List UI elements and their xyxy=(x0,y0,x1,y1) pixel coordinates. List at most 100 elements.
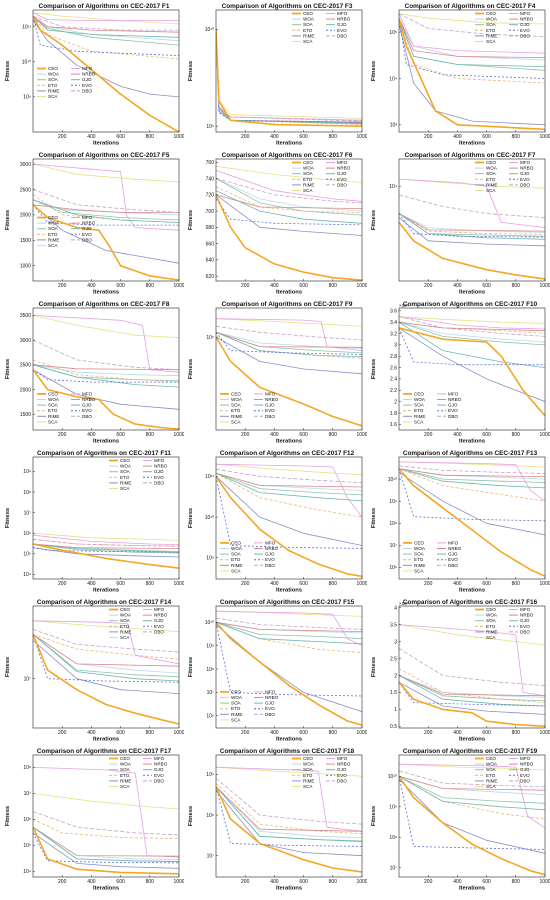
x-tick-label: 600 xyxy=(482,283,491,289)
series-line-ceo xyxy=(33,369,179,430)
legend-label-mfo: MFO xyxy=(448,391,459,396)
series-line-gjo xyxy=(399,213,545,240)
y-tick-label: 2000 xyxy=(20,213,31,219)
y-tick-label: 620 xyxy=(206,274,215,280)
legend-label-gjo: GJO xyxy=(265,552,275,557)
x-tick-label: 600 xyxy=(299,879,308,885)
y-tick-label: 2500 xyxy=(20,363,31,369)
legend-label-woa: WOA xyxy=(486,166,498,171)
x-tick-label: 800 xyxy=(329,581,338,587)
legend-label-soa: SOA xyxy=(231,701,242,706)
series-line-mfo xyxy=(399,624,545,697)
y-tick-label: 10¹⁰ xyxy=(205,515,214,521)
legend-label-sca: SCA xyxy=(48,243,58,248)
y-tick-label: 10⁷ xyxy=(390,866,398,872)
legend-label-ceo: CEO xyxy=(414,391,424,396)
series-line-woa xyxy=(33,364,179,377)
legend-label-gjo: GJO xyxy=(520,767,530,772)
x-axis-label: Iterations xyxy=(93,886,119,892)
series-group xyxy=(33,315,179,430)
legend-label-ceo: CEO xyxy=(231,540,241,545)
legend-label-sca: SCA xyxy=(48,419,58,424)
legend-label-gjo: GJO xyxy=(520,22,530,27)
x-tick-label: 200 xyxy=(424,879,433,885)
x-tick-label: 1000 xyxy=(539,432,550,438)
y-axis-label: Fitness xyxy=(188,806,194,826)
chart-panel: Comparison of Algorithms on CEC-2017 F15… xyxy=(184,597,368,746)
legend-label-woa: WOA xyxy=(231,397,243,402)
x-tick-label: 600 xyxy=(482,134,491,140)
x-tick-label: 800 xyxy=(512,581,521,587)
x-tick-label: 800 xyxy=(146,134,155,140)
legend-label-gjo: GJO xyxy=(520,171,530,176)
x-tick-label: 800 xyxy=(329,134,338,140)
convergence-chart: Comparison of Algorithms on CEC-2017 F9 2… xyxy=(188,301,368,445)
series-line-evo xyxy=(33,16,179,56)
series-line-gjo xyxy=(33,543,179,553)
legend-label-sca: SCA xyxy=(120,635,130,640)
x-tick-label: 400 xyxy=(270,581,279,587)
chart-title: Comparison of Algorithms on CEC-2017 F18 xyxy=(220,748,355,755)
y-tick-label: 10⁹ xyxy=(389,805,397,811)
chart-title: Comparison of Algorithms on CEC-2017 F19 xyxy=(403,748,538,755)
legend-label-ceo: CEO xyxy=(120,607,130,612)
y-tick-label: 2.8 xyxy=(390,354,397,360)
y-tick-label: 3.6 xyxy=(390,309,397,315)
x-tick-label: 200 xyxy=(424,581,433,587)
series-line-eto xyxy=(216,783,362,834)
x-tick-label: 200 xyxy=(241,432,250,438)
convergence-chart: Comparison of Algorithms on CEC-2017 F16… xyxy=(371,599,550,743)
legend-label-evo: EVO xyxy=(154,773,164,778)
x-tick-label: 200 xyxy=(241,283,250,289)
x-tick-label: 1000 xyxy=(356,134,367,140)
legend-label-mfo: MFO xyxy=(265,689,276,694)
legend-label-rime: RIME xyxy=(303,33,314,38)
series-line-evo xyxy=(399,213,545,238)
series-line-ceo xyxy=(216,786,362,873)
legend-label-ceo: CEO xyxy=(48,391,58,396)
legend-label-ceo: CEO xyxy=(48,66,58,71)
y-axis-label: Fitness xyxy=(371,657,377,677)
chart-title: Comparison of Algorithms on CEC-2017 F12 xyxy=(220,450,355,457)
x-tick-label: 1000 xyxy=(173,730,184,736)
plot-frame xyxy=(215,754,363,878)
series-line-rime xyxy=(399,779,545,854)
x-tick-label: 400 xyxy=(270,283,279,289)
legend-label-evo: EVO xyxy=(520,624,530,629)
series-line-mfo xyxy=(216,463,362,518)
series-line-dbo xyxy=(216,178,362,204)
series-line-gjo xyxy=(33,199,179,223)
series-line-soa xyxy=(399,321,545,346)
legend-label-mfo: MFO xyxy=(82,66,93,71)
series-group xyxy=(399,13,545,131)
legend-label-eto: ETO xyxy=(303,177,313,182)
series-line-gjo xyxy=(216,621,362,645)
legend-label-mfo: MFO xyxy=(520,607,531,612)
series-line-soa xyxy=(33,826,179,863)
legend-label-sca: SCA xyxy=(120,486,130,491)
y-tick-label: 1000 xyxy=(20,264,31,270)
x-axis-label: Iterations xyxy=(459,290,485,296)
legend-label-ceo: CEO xyxy=(303,11,313,16)
x-axis-label: Iterations xyxy=(459,141,485,147)
y-tick-label: 740 xyxy=(206,176,215,182)
legend-label-evo: EVO xyxy=(265,408,275,413)
series-line-gjo xyxy=(216,786,362,842)
y-axis-label: Fitness xyxy=(371,806,377,826)
x-tick-label: 400 xyxy=(453,879,462,885)
series-line-mfo xyxy=(399,13,545,54)
x-tick-label: 600 xyxy=(299,730,308,736)
y-axis-label: Fitness xyxy=(188,359,194,379)
y-tick-label: 3000 xyxy=(20,162,31,168)
y-axis-label: Fitness xyxy=(371,210,377,230)
legend-label-woa: WOA xyxy=(303,166,315,171)
y-tick-label: 1500 xyxy=(20,238,31,244)
legend-label-sca: SCA xyxy=(414,568,424,573)
series-line-nrbo xyxy=(216,786,362,832)
legend-label-soa: SOA xyxy=(120,618,131,623)
series-line-sca xyxy=(216,766,362,777)
